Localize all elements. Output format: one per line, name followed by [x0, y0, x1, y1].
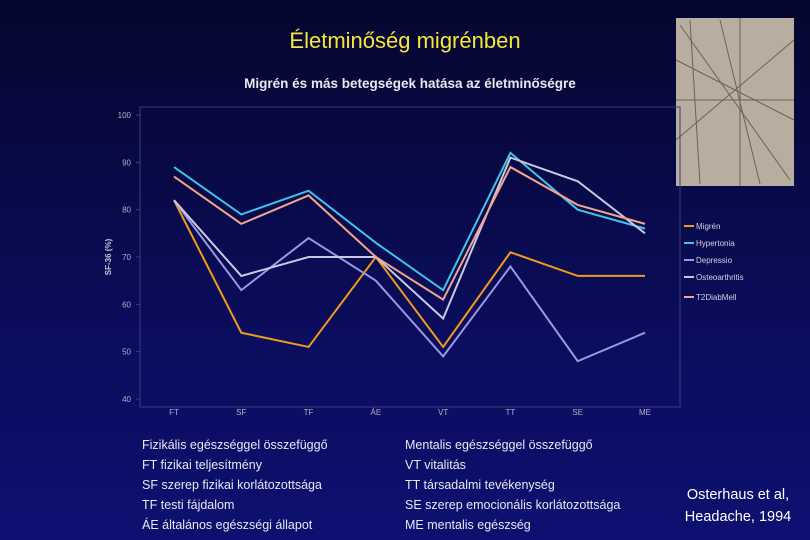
y-tick-label: 100 — [118, 111, 132, 120]
note-line: Mentalis egészséggel összefüggő — [405, 438, 593, 452]
legend-label: Depressio — [696, 256, 733, 265]
right-notes: Mentalis egészséggel összefüggő VT vitali… — [405, 435, 620, 535]
note-line: ÁE általános egészségi állapot — [142, 518, 313, 532]
note-line: ME mentalis egészség — [405, 518, 531, 532]
y-axis-label: SF-36 (%) — [104, 238, 113, 275]
note-line: SE szerep emocionális korlátozottsága — [405, 498, 621, 512]
y-tick-label: 50 — [122, 348, 131, 357]
note-line: SF szerep fizikai korlátozottsága — [142, 478, 322, 492]
x-tick-label: VT — [438, 408, 448, 417]
note-line: VT vitalitás — [405, 458, 466, 472]
x-tick-label: FT — [169, 408, 179, 417]
series-line — [173, 199, 646, 363]
y-tick-label: 80 — [122, 206, 131, 215]
y-tick-label: 40 — [122, 395, 131, 404]
note-line: Osterhaus et al, — [686, 487, 790, 503]
series-line — [173, 151, 646, 292]
note-line: TF testi fájdalom — [142, 498, 235, 512]
x-tick-label: ME — [639, 408, 651, 417]
legend-label: Migrén — [696, 222, 720, 231]
note-line: TT társadalmi tevékenység — [405, 478, 555, 492]
series-line — [173, 156, 646, 321]
x-tick-label: SF — [236, 408, 246, 417]
x-tick-label: TF — [304, 408, 314, 417]
note-line: Headache, 1994 — [684, 509, 792, 525]
legend-label: T2DiabMell — [696, 293, 737, 302]
artwork-pattern — [675, 18, 795, 186]
series-line — [173, 199, 645, 349]
x-tick-label: TT — [506, 408, 516, 417]
plot-frame — [139, 106, 681, 408]
left-notes: Fizikális egészséggel összefüggő FT fizik… — [142, 435, 328, 535]
y-tick-label: 70 — [122, 253, 131, 262]
y-tick-label: 60 — [122, 300, 131, 309]
x-tick-label: ÁE — [371, 408, 382, 417]
slide-title: Életminőség migrénben — [289, 28, 520, 53]
series-line — [173, 165, 646, 302]
chart-title: Migrén és más betegségek hatása az életm… — [244, 76, 576, 91]
y-tick-label: 90 — [122, 158, 131, 167]
citation: Osterhaus et al, Headache, 1994 — [672, 484, 804, 528]
note-line: Fizikális egészséggel összefüggő — [142, 438, 328, 452]
legend-label: Osteoarthritis — [696, 273, 744, 282]
x-tick-label: SE — [572, 408, 583, 417]
note-line: FT fizikai teljesítmény — [142, 458, 262, 472]
legend-label: Hypertonia — [696, 239, 735, 248]
